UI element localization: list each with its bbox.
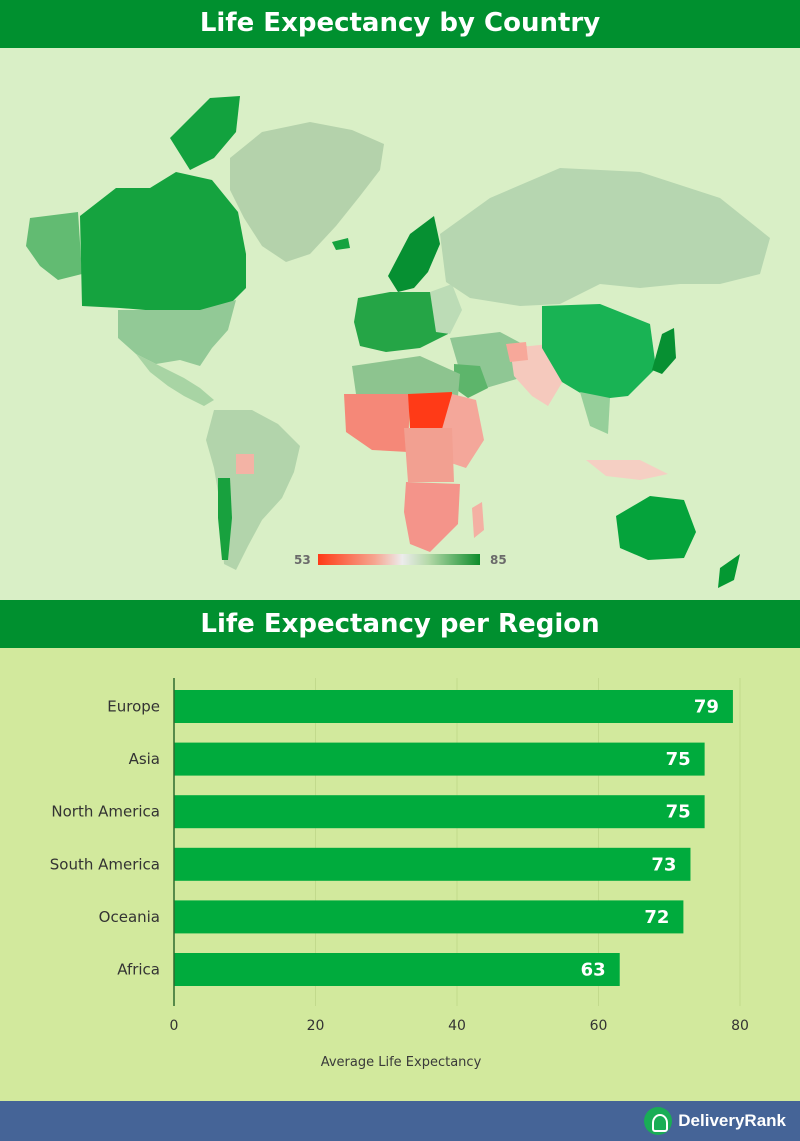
x-tick-label: 0 xyxy=(170,1018,179,1034)
bar-value-label: 73 xyxy=(651,854,676,875)
map-sahel xyxy=(408,392,452,428)
category-label: Asia xyxy=(129,750,160,768)
legend-gradient-bar xyxy=(318,554,480,565)
category-label: Europe xyxy=(107,698,160,716)
map-eastern-europe xyxy=(430,284,462,334)
map-europe xyxy=(354,292,450,352)
map-chile xyxy=(218,478,232,560)
bar-value-label: 79 xyxy=(694,697,719,718)
map-madagascar xyxy=(472,502,484,538)
map-russia xyxy=(440,168,770,306)
map-china xyxy=(542,304,656,400)
map-afghanistan xyxy=(506,342,528,362)
bar-oceania xyxy=(174,900,684,934)
map-north-africa xyxy=(352,356,460,396)
region-bar-chart: 79 Europe 75 Asia 75 North America 73 South Ame… xyxy=(0,648,800,1101)
map-canada-islands xyxy=(170,96,240,170)
world-map-graphic xyxy=(26,96,770,588)
legend-min-label: 53 xyxy=(294,553,311,567)
bar-asia xyxy=(174,742,705,776)
x-axis-label: Average Life Expectancy xyxy=(321,1055,482,1070)
category-label: North America xyxy=(51,803,160,821)
map-arabia xyxy=(454,364,488,398)
footer: DeliveryRank xyxy=(0,1101,800,1141)
chart-title: Life Expectancy per Region xyxy=(0,600,800,648)
bar-south-america xyxy=(174,847,691,881)
x-tick-label: 20 xyxy=(307,1018,325,1034)
bar-north-america xyxy=(174,795,705,829)
map-title: Life Expectancy by Country xyxy=(0,0,800,48)
map-west-africa xyxy=(344,394,410,452)
map-usa xyxy=(118,300,236,366)
map-alaska xyxy=(26,212,82,280)
map-scandinavia xyxy=(388,216,440,292)
x-tick-label: 60 xyxy=(590,1018,608,1034)
map-southern-africa xyxy=(404,482,460,552)
map-mexico xyxy=(136,354,214,406)
map-canada xyxy=(80,172,246,324)
map-central-africa xyxy=(404,428,454,482)
bar-value-label: 75 xyxy=(666,749,691,770)
bar-value-label: 72 xyxy=(644,907,669,928)
bar-value-label: 75 xyxy=(666,802,691,823)
map-japan xyxy=(652,328,676,374)
map-indonesia xyxy=(586,460,668,480)
legend-max-label: 85 xyxy=(490,553,507,567)
map-australia xyxy=(616,496,696,560)
brand-logo[interactable]: DeliveryRank xyxy=(644,1107,786,1135)
map-greenland xyxy=(230,122,384,262)
map-iceland xyxy=(332,238,350,250)
map-bolivia xyxy=(236,454,254,474)
fork-leaf-icon xyxy=(644,1107,673,1135)
category-label: South America xyxy=(50,855,160,873)
world-map: 53 85 xyxy=(0,48,800,600)
x-tick-label: 40 xyxy=(448,1018,466,1034)
bar-europe xyxy=(174,690,733,723)
map-southeast-asia xyxy=(580,392,610,434)
category-label: Oceania xyxy=(99,908,160,926)
bar-chart-graphic: 79 Europe 75 Asia 75 North America 73 South Ame… xyxy=(50,678,749,1070)
category-label: Africa xyxy=(117,961,160,979)
brand-name: DeliveryRank xyxy=(678,1111,786,1130)
x-tick-label: 80 xyxy=(731,1018,749,1034)
bar-value-label: 63 xyxy=(581,960,606,981)
bar-africa xyxy=(174,953,620,986)
map-new-zealand xyxy=(718,554,740,588)
